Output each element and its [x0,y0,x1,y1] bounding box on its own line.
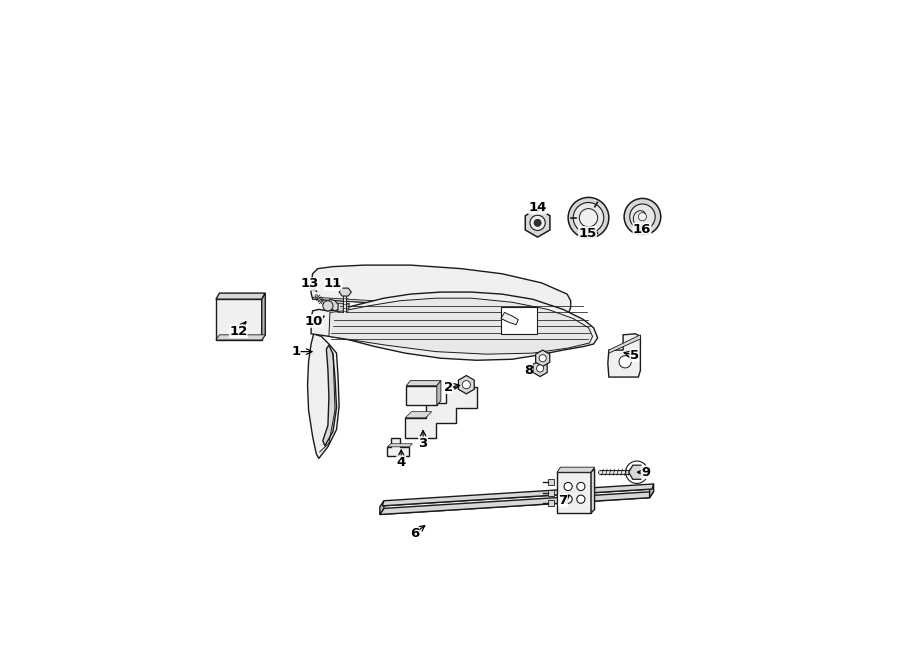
FancyBboxPatch shape [501,307,536,334]
Polygon shape [387,444,412,447]
Polygon shape [548,490,554,496]
Circle shape [463,381,471,389]
Polygon shape [216,299,262,340]
Polygon shape [216,293,266,299]
Polygon shape [380,489,652,514]
Polygon shape [405,387,476,438]
Polygon shape [328,299,338,311]
Circle shape [534,219,541,227]
Polygon shape [591,469,595,513]
Polygon shape [533,360,547,377]
Polygon shape [557,472,591,513]
Polygon shape [311,265,571,315]
Text: 7: 7 [559,494,568,507]
Text: 15: 15 [579,227,597,239]
Polygon shape [536,350,550,366]
Circle shape [568,198,609,238]
Text: 16: 16 [633,223,651,236]
Polygon shape [216,335,266,340]
Polygon shape [406,386,436,405]
Polygon shape [436,381,441,405]
Polygon shape [380,501,384,514]
Text: 12: 12 [230,325,248,338]
Circle shape [619,356,631,368]
Circle shape [580,209,598,227]
Polygon shape [262,293,266,340]
Polygon shape [339,288,351,296]
Polygon shape [548,479,554,485]
Circle shape [624,198,661,235]
Text: 14: 14 [528,201,547,214]
Circle shape [564,495,572,503]
Circle shape [577,495,585,503]
Polygon shape [338,303,349,315]
Text: 6: 6 [410,527,419,540]
Polygon shape [480,311,491,322]
Polygon shape [382,484,653,506]
Polygon shape [312,297,569,315]
Polygon shape [405,412,432,418]
Text: 3: 3 [418,437,427,449]
Circle shape [530,215,545,231]
Circle shape [630,204,655,229]
Circle shape [573,202,604,233]
Polygon shape [518,313,529,325]
Circle shape [564,483,572,490]
Polygon shape [557,467,595,472]
Text: 5: 5 [630,349,639,362]
Polygon shape [373,307,385,319]
Polygon shape [608,334,641,377]
Text: 8: 8 [524,364,533,377]
Text: 13: 13 [301,278,319,290]
Polygon shape [328,298,592,354]
Polygon shape [526,209,550,237]
Circle shape [536,365,544,372]
Circle shape [323,301,333,311]
Polygon shape [458,375,474,394]
Text: 2: 2 [444,381,453,394]
Polygon shape [629,465,645,479]
Text: 10: 10 [304,315,323,328]
Text: 1: 1 [292,345,301,358]
Polygon shape [650,484,653,498]
Circle shape [577,483,585,490]
Polygon shape [380,492,653,514]
Circle shape [638,213,646,221]
Polygon shape [609,335,641,353]
Polygon shape [323,345,337,446]
Circle shape [539,355,546,362]
Polygon shape [420,311,433,322]
Polygon shape [387,438,410,456]
Polygon shape [406,381,441,386]
Polygon shape [548,500,554,506]
Text: 4: 4 [397,455,406,469]
Polygon shape [308,334,339,459]
Polygon shape [501,313,518,325]
Text: 11: 11 [324,278,342,290]
Polygon shape [311,292,598,360]
Text: 9: 9 [641,466,650,479]
